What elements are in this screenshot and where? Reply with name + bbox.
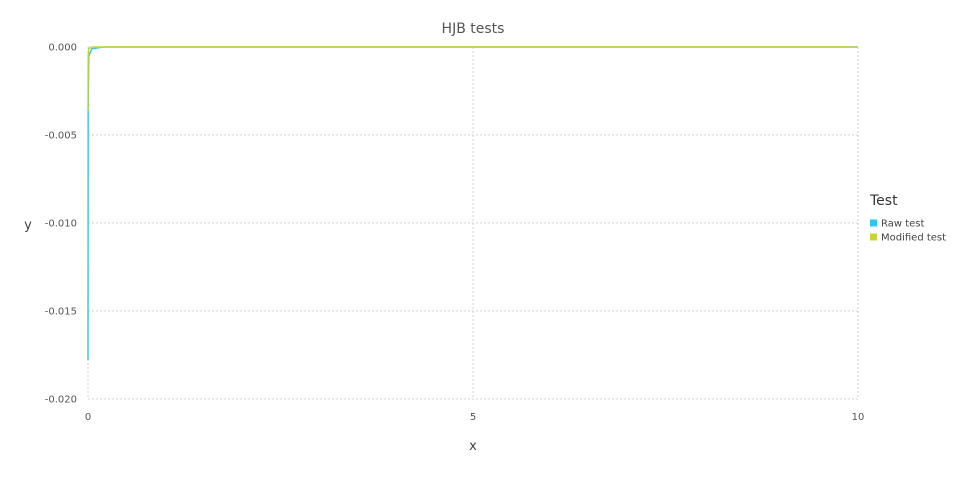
x-tick-label: 0 (85, 412, 91, 423)
y-tick-label: -0.015 (45, 307, 77, 318)
legend-label: Raw test (881, 219, 924, 230)
legend: Test Raw test Modified test (869, 193, 946, 244)
x-tick-labels: 0 5 10 (85, 412, 865, 423)
y-tick-label: -0.005 (45, 131, 77, 142)
legend-swatch (870, 233, 877, 241)
y-tick-label: 0.000 (48, 43, 77, 54)
legend-title: Test (869, 193, 898, 209)
y-tick-label: -0.010 (45, 219, 77, 230)
x-tick-label: 10 (852, 412, 865, 423)
x-tick-label: 5 (470, 412, 476, 423)
legend-swatch (870, 219, 877, 227)
series-line-2 (87, 46, 858, 111)
x-axis-label: x (469, 439, 477, 454)
y-axis-label: y (24, 218, 32, 233)
series-lines (87, 46, 858, 361)
y-tick-labels: 0.000 -0.005 -0.010 -0.015 -0.020 (45, 43, 77, 406)
grid (87, 46, 859, 400)
legend-label: Modified test (881, 233, 946, 244)
y-tick-label: -0.020 (45, 395, 77, 406)
chart-title: HJB tests (442, 21, 505, 37)
